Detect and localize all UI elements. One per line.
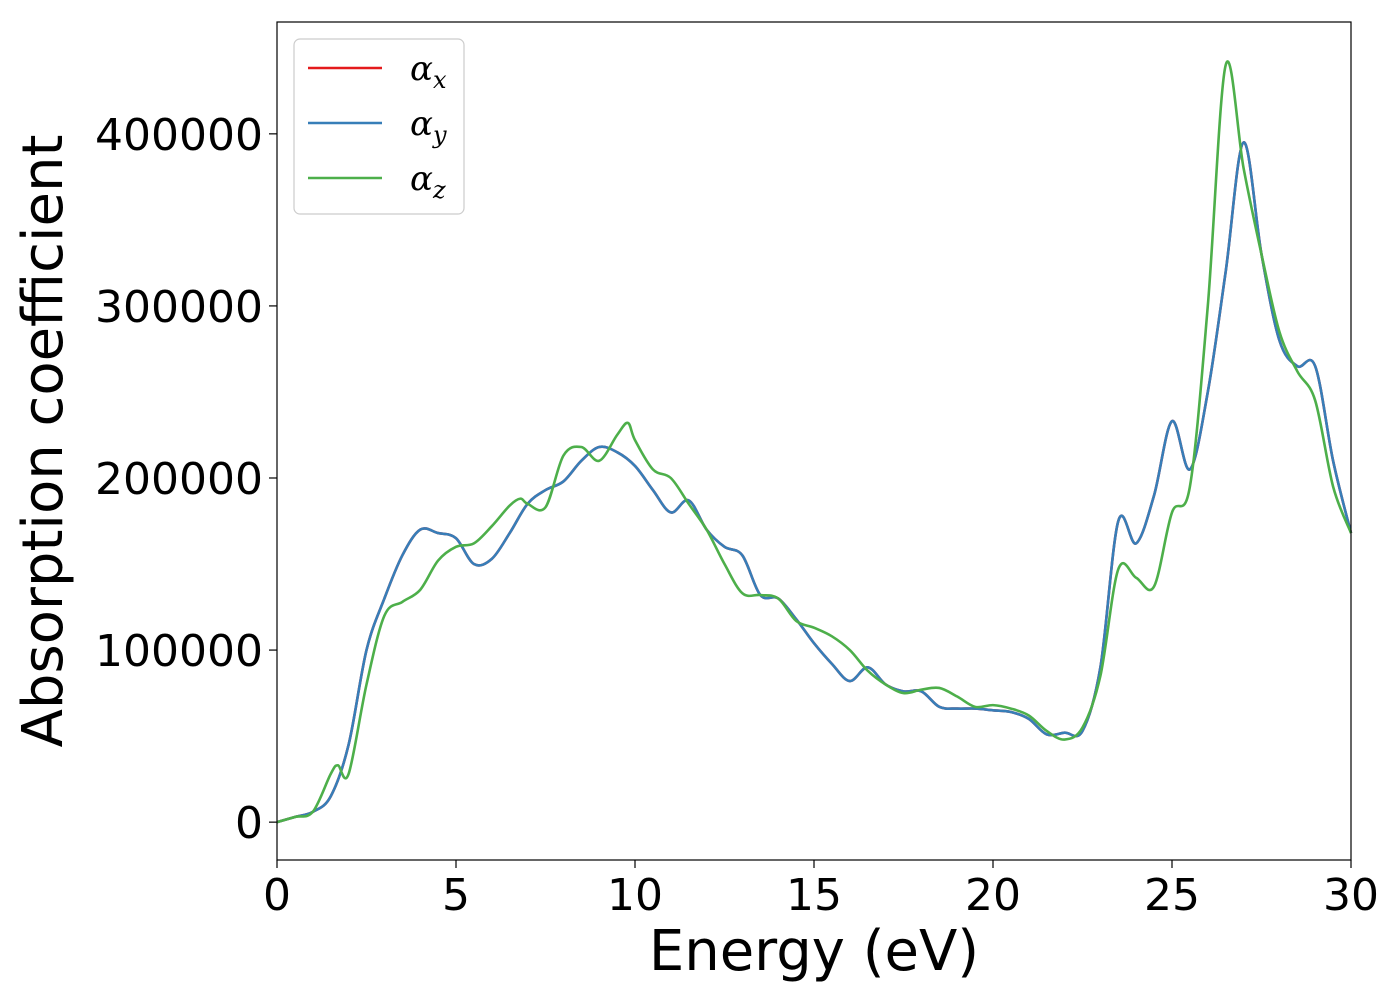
legend-label-z: αz [410,159,446,204]
legend-label-y: αy [410,104,447,149]
x-tick-label: 10 [607,870,663,921]
y-axis-label: Absorption coefficient [11,135,76,748]
x-tick-label: 30 [1323,870,1379,921]
y-tick-label: 300000 [95,282,263,333]
y-tick-label: 0 [235,798,263,849]
x-tick-label: 0 [263,870,291,921]
legend-entries: αx αy αz [308,49,447,204]
y-axis-ticks: 0 100000 200000 300000 400000 [95,110,277,849]
x-tick-label: 5 [442,870,470,921]
series-line-z [276,60,1353,824]
legend-box [293,38,465,215]
x-axis-label: Energy (eV) [649,919,979,984]
y-tick-label: 200000 [95,454,263,505]
x-tick-label: 20 [965,870,1021,921]
x-tick-label: 15 [786,870,842,921]
series-layer [276,60,1353,824]
y-tick-label: 100000 [95,626,263,677]
x-tick-label: 25 [1144,870,1200,921]
legend: αx αy αz [293,38,465,215]
x-axis-ticks: 0 5 10 15 20 25 30 [263,860,1379,921]
legend-label-x: αx [410,49,447,94]
y-tick-label: 400000 [95,110,263,161]
series-line-y [276,141,1353,824]
